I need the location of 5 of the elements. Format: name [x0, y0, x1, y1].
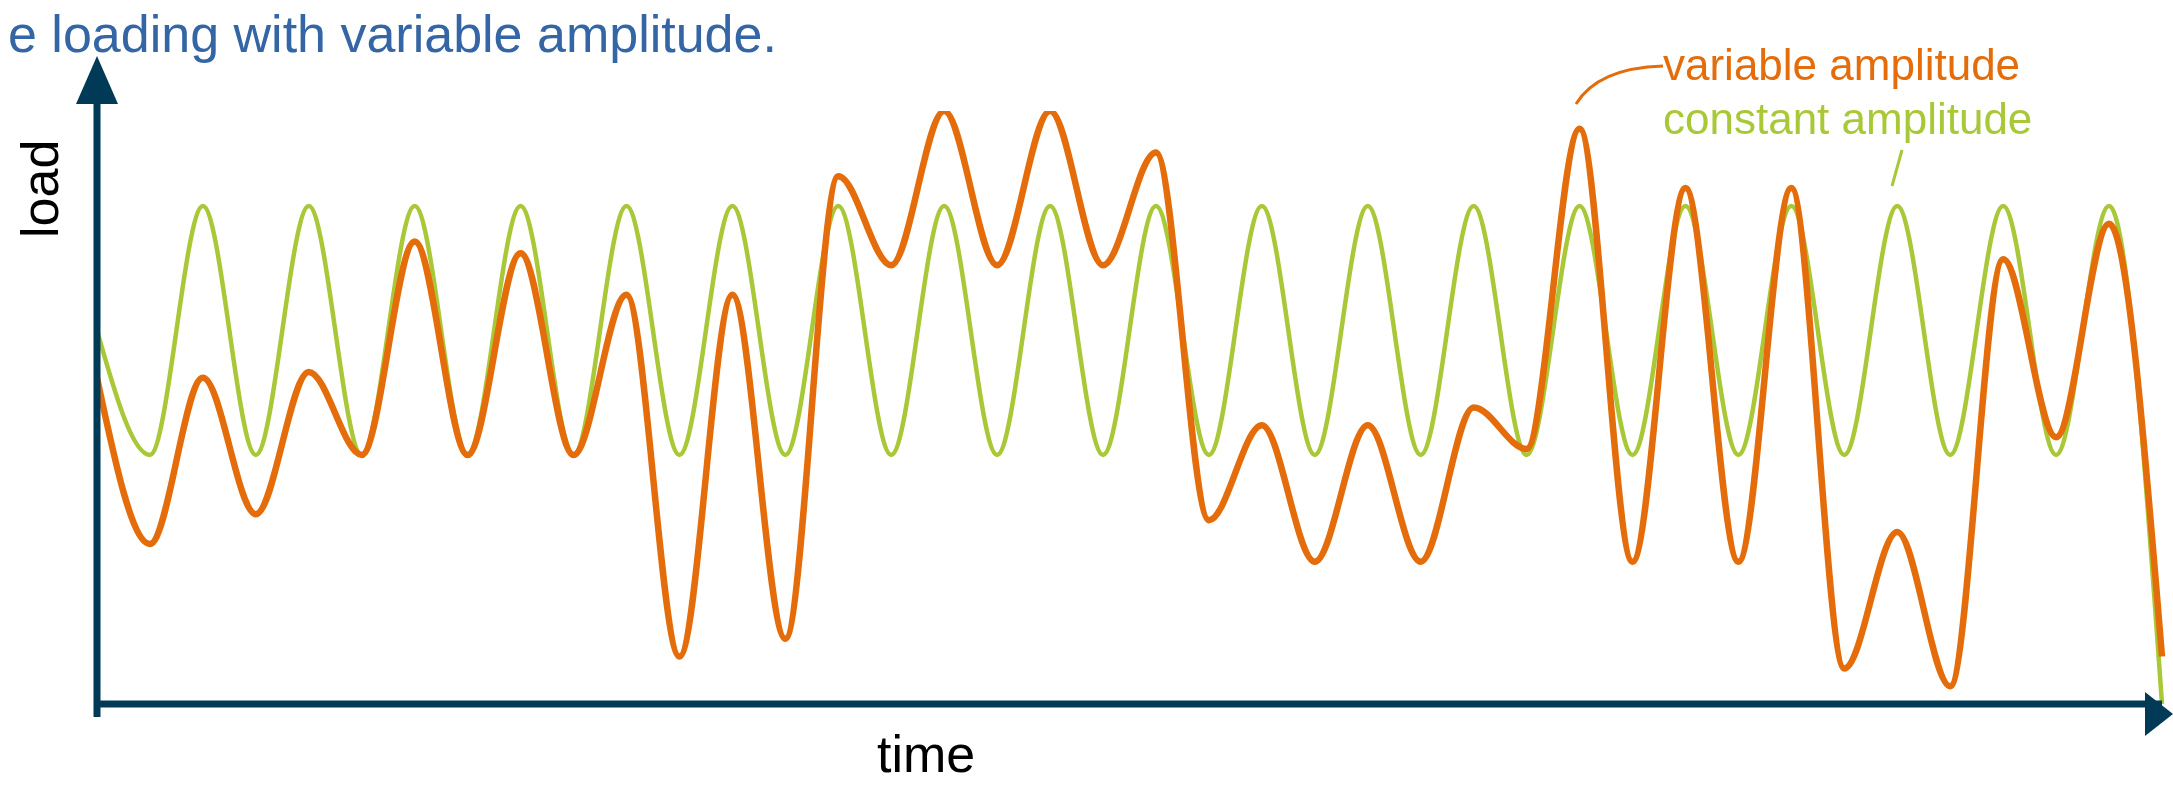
series-label: constant amplitude: [1663, 93, 2034, 145]
chart-title: e loading with variable amplitude.: [8, 4, 777, 64]
legend-label: variable amplitude: [1663, 39, 2022, 91]
y-axis-title: load: [10, 139, 70, 238]
x-axis-title: time: [877, 724, 976, 784]
